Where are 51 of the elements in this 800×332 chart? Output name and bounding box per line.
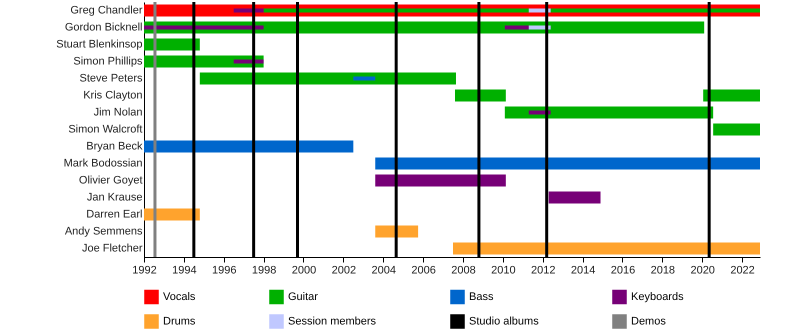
x-tick-label: 2008 (451, 264, 476, 276)
legend-label: Bass (469, 290, 494, 303)
x-tick-label: 1994 (172, 264, 197, 276)
y-tick-label: Joe Fletcher (82, 242, 143, 254)
legend-label: Guitar (288, 290, 318, 303)
y-tick-label: Bryan Beck (86, 140, 143, 152)
legend-label: Session members (288, 316, 377, 328)
bar (454, 90, 506, 102)
legend-label: Demos (631, 316, 666, 328)
y-tick-label: Mark Bodossian (64, 158, 142, 170)
y-tick-label: Steve Peters (80, 72, 143, 84)
legend-label: Keyboards (631, 290, 684, 303)
y-tick-label: Simon Phillips (73, 56, 143, 68)
x-tick-label: 2018 (650, 264, 676, 276)
x-tick-label: 2000 (292, 264, 316, 276)
bar (375, 226, 418, 238)
bar (144, 140, 354, 152)
x-tick-label: 2014 (570, 264, 596, 276)
bar (200, 72, 456, 84)
x-tick-label: 1996 (212, 264, 236, 276)
bar (144, 26, 264, 30)
x-tick-label: 2004 (371, 264, 396, 276)
y-tick-label: Simon Walcroft (68, 124, 142, 136)
y-tick-label: Olivier Goyet (78, 174, 142, 186)
x-tick-label: 2020 (690, 264, 715, 276)
bar (504, 106, 714, 118)
legend-label: Studio albums (469, 316, 540, 328)
y-tick-label: Jim Nolan (94, 106, 142, 118)
x-tick-label: 2010 (491, 264, 516, 276)
x-tick-label: 1998 (252, 264, 276, 276)
y-tick-label: Darren Earl (86, 208, 142, 220)
legend-label: Vocals (163, 290, 196, 303)
y-tick-label: Jan Krause (86, 192, 142, 204)
x-tick-label: 2002 (332, 264, 356, 276)
bar (703, 90, 760, 102)
x-tick-label: 2012 (530, 264, 556, 276)
bar (713, 124, 760, 136)
x-tick-label: 2022 (730, 264, 755, 276)
x-tick-label: 2006 (411, 264, 436, 276)
y-tick-label: Kris Clayton (83, 90, 142, 102)
bar (234, 8, 264, 12)
bar (234, 60, 264, 64)
bar (375, 158, 760, 170)
legend-label: Drums (163, 316, 196, 328)
y-tick-label: Gordon Bicknell (64, 22, 142, 34)
y-tick-label: Stuart Blenkinsop (56, 38, 142, 50)
x-tick-label: 1992 (132, 264, 157, 276)
bar (452, 242, 760, 254)
y-tick-label: Andy Semmens (64, 226, 143, 238)
y-tick-label: Greg Chandler (70, 4, 143, 16)
x-tick-label: 2016 (610, 264, 636, 276)
